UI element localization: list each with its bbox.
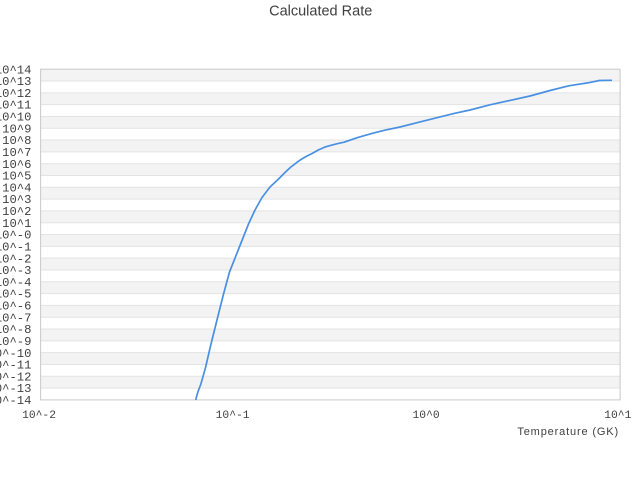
svg-text:10^12: 10^12	[0, 87, 31, 101]
svg-text:10^-2: 10^-2	[0, 252, 31, 266]
svg-text:10^-4: 10^-4	[0, 276, 31, 290]
svg-text:10^13: 10^13	[0, 75, 31, 89]
svg-text:10^-12: 10^-12	[0, 370, 31, 384]
svg-text:10^-11: 10^-11	[0, 359, 31, 373]
svg-text:10^-9: 10^-9	[0, 335, 31, 349]
svg-text:10^-3: 10^-3	[0, 264, 31, 278]
svg-text:10^-2: 10^-2	[22, 410, 56, 422]
svg-text:10^-1: 10^-1	[216, 410, 250, 422]
svg-text:10^-5: 10^-5	[0, 288, 31, 302]
svg-text:10^0: 10^0	[413, 410, 440, 422]
svg-text:10^-7: 10^-7	[0, 311, 31, 325]
svg-text:10^6: 10^6	[2, 158, 31, 172]
svg-text:10^14: 10^14	[0, 63, 31, 77]
svg-text:10^9: 10^9	[2, 122, 31, 136]
svg-text:10^1: 10^1	[2, 217, 31, 231]
svg-text:Calculated Rate: Calculated Rate	[269, 3, 372, 19]
svg-text:10^8: 10^8	[2, 134, 31, 148]
svg-text:10^5: 10^5	[2, 170, 31, 184]
svg-text:10^-8: 10^-8	[0, 323, 31, 337]
svg-text:10^2: 10^2	[2, 205, 31, 219]
svg-text:10^7: 10^7	[2, 146, 31, 160]
svg-text:10^-0: 10^-0	[0, 229, 31, 243]
svg-text:10^-14: 10^-14	[0, 394, 31, 408]
svg-text:10^-10: 10^-10	[0, 347, 31, 361]
svg-text:10^10: 10^10	[0, 111, 31, 125]
svg-text:Temperature (GK): Temperature (GK)	[517, 426, 619, 438]
svg-text:10^-1: 10^-1	[0, 240, 31, 254]
svg-text:10^-6: 10^-6	[0, 300, 31, 314]
svg-text:10^-13: 10^-13	[0, 382, 31, 396]
svg-text:10^4: 10^4	[2, 181, 31, 195]
svg-text:10^1: 10^1	[604, 410, 631, 422]
svg-text:10^3: 10^3	[2, 193, 31, 207]
svg-text:10^11: 10^11	[0, 99, 31, 113]
